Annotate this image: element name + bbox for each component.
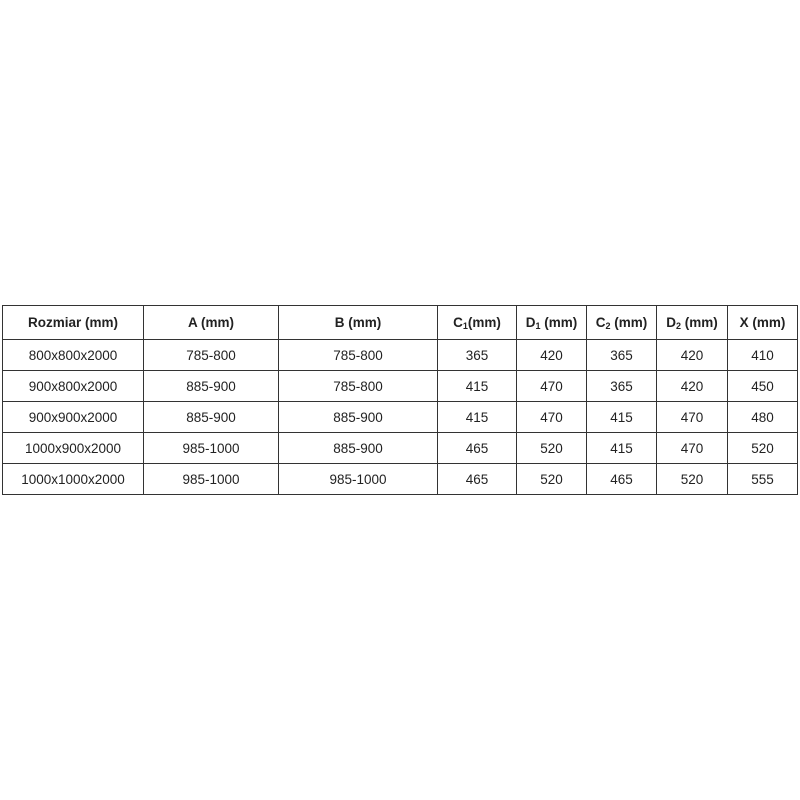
header-c1-subscript: 1 bbox=[462, 321, 468, 331]
header-d2-unit: (mm) bbox=[681, 315, 718, 330]
header-d1: D1 (mm) bbox=[516, 305, 587, 340]
header-c2: C2 (mm) bbox=[586, 305, 657, 340]
header-d1-letter: D bbox=[525, 315, 536, 330]
table-cell: 520 bbox=[516, 432, 587, 464]
header-d1-subscript: 1 bbox=[535, 321, 541, 331]
table-cell: 470 bbox=[656, 432, 728, 464]
table-cell: 415 bbox=[437, 370, 517, 402]
table-cell: 415 bbox=[586, 432, 657, 464]
table-cell: 885-900 bbox=[143, 401, 279, 433]
table-cell: 465 bbox=[437, 463, 517, 495]
header-d2-letter: D bbox=[666, 315, 676, 330]
table-cell: 520 bbox=[516, 463, 587, 495]
header-c2-subscript: 2 bbox=[605, 321, 611, 331]
table-row: 900x900x2000 885-900 885-900 415 470 415 470 48… bbox=[2, 401, 798, 433]
table-cell: 410 bbox=[727, 339, 798, 371]
header-d2: D2 (mm) bbox=[656, 305, 728, 340]
table-row: 1000x1000x2000 985-1000 985-1000 465 520 465 5… bbox=[2, 463, 798, 495]
table-cell: 450 bbox=[727, 370, 798, 402]
header-c1: C1(mm) bbox=[437, 305, 517, 340]
table-cell: 480 bbox=[727, 401, 798, 433]
table-cell: 470 bbox=[656, 401, 728, 433]
table-cell: 885-900 bbox=[278, 401, 438, 433]
header-b: B (mm) bbox=[278, 305, 438, 340]
table-cell: 365 bbox=[437, 339, 517, 371]
table-cell: 420 bbox=[656, 339, 728, 371]
table-cell: 420 bbox=[516, 339, 587, 371]
table-cell: 900x900x2000 bbox=[2, 401, 144, 433]
table-cell: 900x800x2000 bbox=[2, 370, 144, 402]
table-cell: 785-800 bbox=[143, 339, 279, 371]
header-a: A (mm) bbox=[143, 305, 279, 340]
table-cell: 555 bbox=[727, 463, 798, 495]
table-cell: 470 bbox=[516, 401, 587, 433]
table-cell: 1000x1000x2000 bbox=[2, 463, 144, 495]
table-cell: 465 bbox=[586, 463, 657, 495]
header-d2-subscript: 2 bbox=[675, 321, 681, 331]
table-cell: 785-800 bbox=[278, 370, 438, 402]
header-size: Rozmiar (mm) bbox=[2, 305, 144, 340]
table-cell: 985-1000 bbox=[143, 432, 279, 464]
table-cell: 885-900 bbox=[278, 432, 438, 464]
header-c1-unit: (mm) bbox=[467, 315, 501, 330]
table-cell: 800x800x2000 bbox=[2, 339, 144, 371]
table-cell: 415 bbox=[586, 401, 657, 433]
header-d1-unit: (mm) bbox=[540, 315, 578, 330]
table-row: 1000x900x2000 985-1000 885-900 465 520 415 470… bbox=[2, 432, 798, 464]
header-c2-letter: C bbox=[595, 315, 606, 330]
table-cell: 470 bbox=[516, 370, 587, 402]
table-cell: 365 bbox=[586, 370, 657, 402]
header-c1-letter: C bbox=[453, 315, 463, 330]
dimensions-table: Rozmiar (mm) A (mm) B (mm) C1(mm) D1 (mm… bbox=[2, 305, 798, 495]
table-cell: 985-1000 bbox=[278, 463, 438, 495]
header-c2-unit: (mm) bbox=[610, 315, 648, 330]
table-cell: 985-1000 bbox=[143, 463, 279, 495]
table-cell: 1000x900x2000 bbox=[2, 432, 144, 464]
header-row: Rozmiar (mm) A (mm) B (mm) C1(mm) D1 (mm… bbox=[2, 305, 798, 340]
header-x: X (mm) bbox=[727, 305, 798, 340]
table-row: 800x800x2000 785-800 785-800 365 420 365 420 41… bbox=[2, 339, 798, 371]
table-cell: 420 bbox=[656, 370, 728, 402]
table-cell: 785-800 bbox=[278, 339, 438, 371]
table-cell: 885-900 bbox=[143, 370, 279, 402]
table-cell: 415 bbox=[437, 401, 517, 433]
table-cell: 365 bbox=[586, 339, 657, 371]
table-row: 900x800x2000 885-900 785-800 415 470 365 420 45… bbox=[2, 370, 798, 402]
table-cell: 520 bbox=[727, 432, 798, 464]
table-cell: 465 bbox=[437, 432, 517, 464]
table-cell: 520 bbox=[656, 463, 728, 495]
